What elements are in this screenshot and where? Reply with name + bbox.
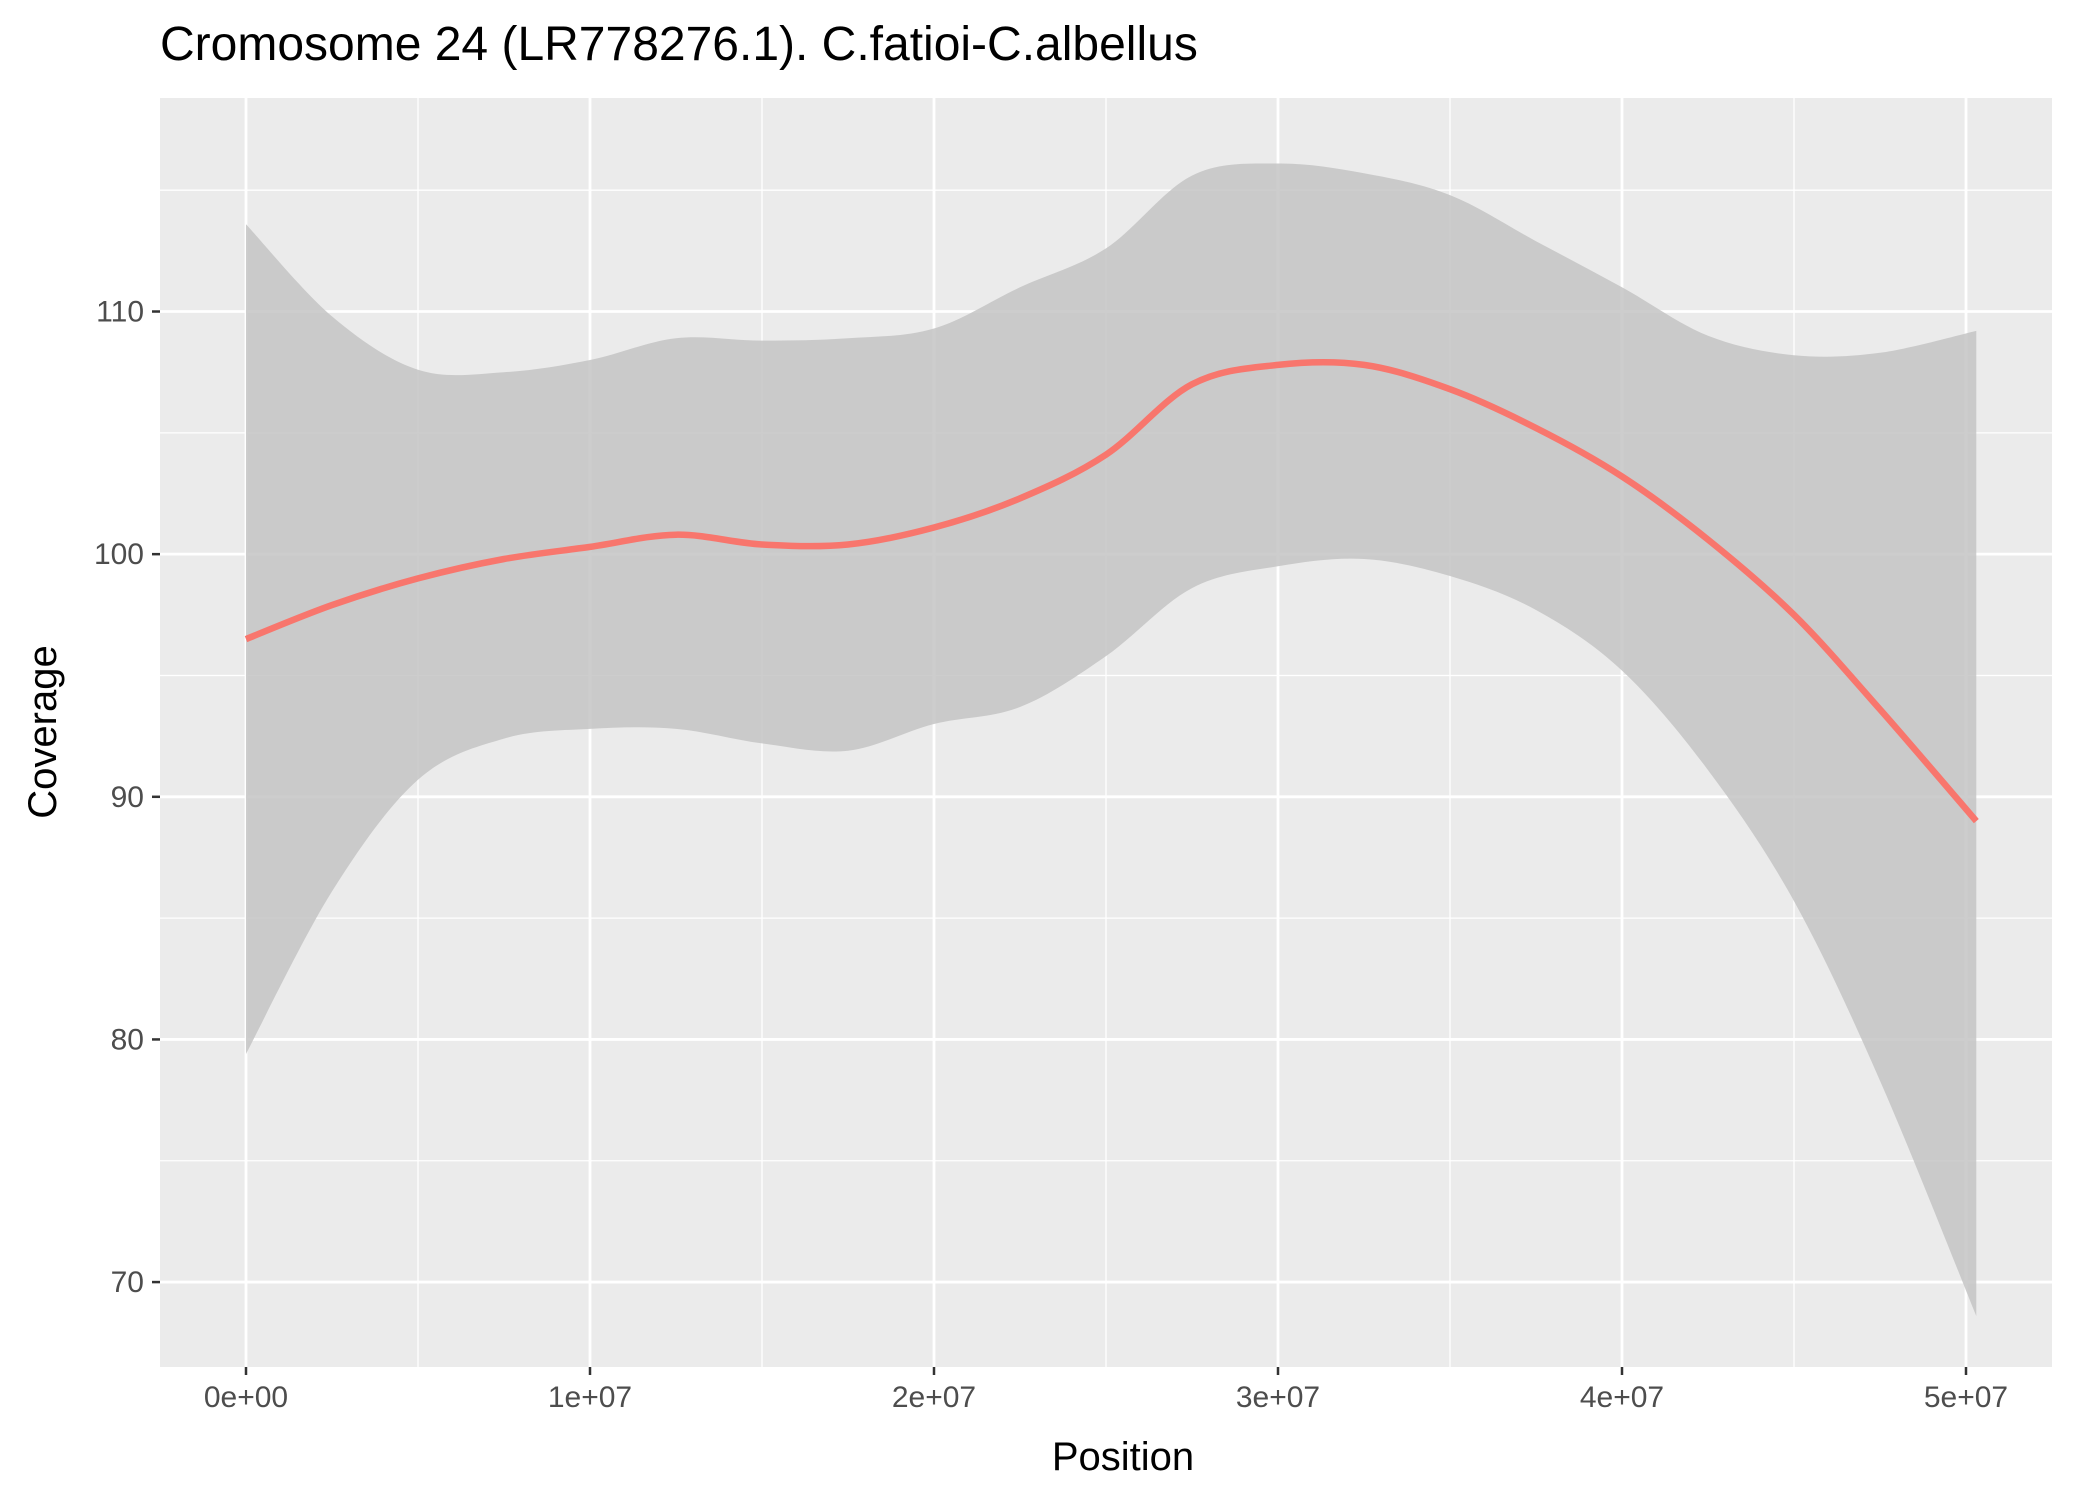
y-tick-label: 70 — [111, 1266, 144, 1299]
y-tick-label: 100 — [94, 538, 144, 571]
chart-title: Cromosome 24 (LR778276.1). C.fatioi-C.al… — [160, 18, 1198, 71]
y-tick-label: 80 — [111, 1023, 144, 1056]
x-tick-label: 5e+07 — [1924, 1381, 2008, 1414]
x-tick-label: 1e+07 — [548, 1381, 632, 1414]
y-axis-title: Coverage — [21, 645, 65, 818]
x-tick-label: 0e+00 — [204, 1381, 288, 1414]
y-axis: 70 80 90 100 110 — [94, 296, 160, 1299]
confidence-ribbon — [246, 163, 1977, 1317]
x-axis-title: Position — [1052, 1435, 1194, 1479]
x-tick-label: 4e+07 — [1580, 1381, 1664, 1414]
x-tick-label: 3e+07 — [1236, 1381, 1320, 1414]
smooth-line — [244, 358, 1979, 824]
y-tick-label: 90 — [111, 781, 144, 814]
y-tick-label: 110 — [96, 296, 144, 329]
x-axis: 0e+00 1e+07 2e+07 3e+07 4e+07 5e+07 — [204, 1367, 2008, 1414]
x-tick-label: 2e+07 — [892, 1381, 976, 1414]
